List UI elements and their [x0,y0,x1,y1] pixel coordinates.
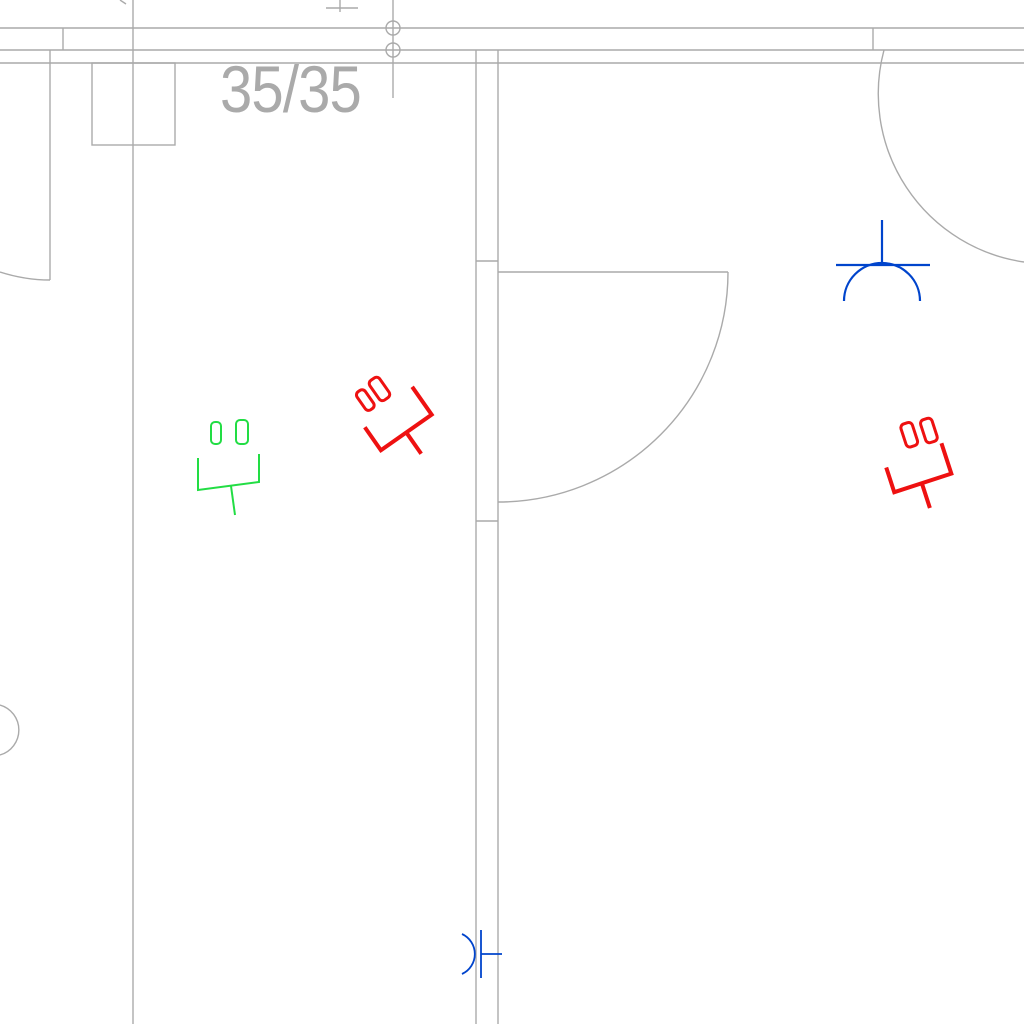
dimension-marker [119,0,401,98]
dimension-label: 35/35 [220,52,362,126]
phone-outlet-icon-2 [461,930,502,978]
wall-socket-green-icon [197,419,260,516]
door-swing-top-right [877,49,1024,263]
phone-outlet-icon-1 [836,220,930,302]
partition-wall [475,50,499,1024]
wall-socket-red-icon-2 [884,416,954,509]
top-wall [0,27,1024,64]
left-wall-detail [0,50,176,756]
door-swing-center [497,271,729,503]
wall-socket-red-icon-1 [354,375,435,455]
